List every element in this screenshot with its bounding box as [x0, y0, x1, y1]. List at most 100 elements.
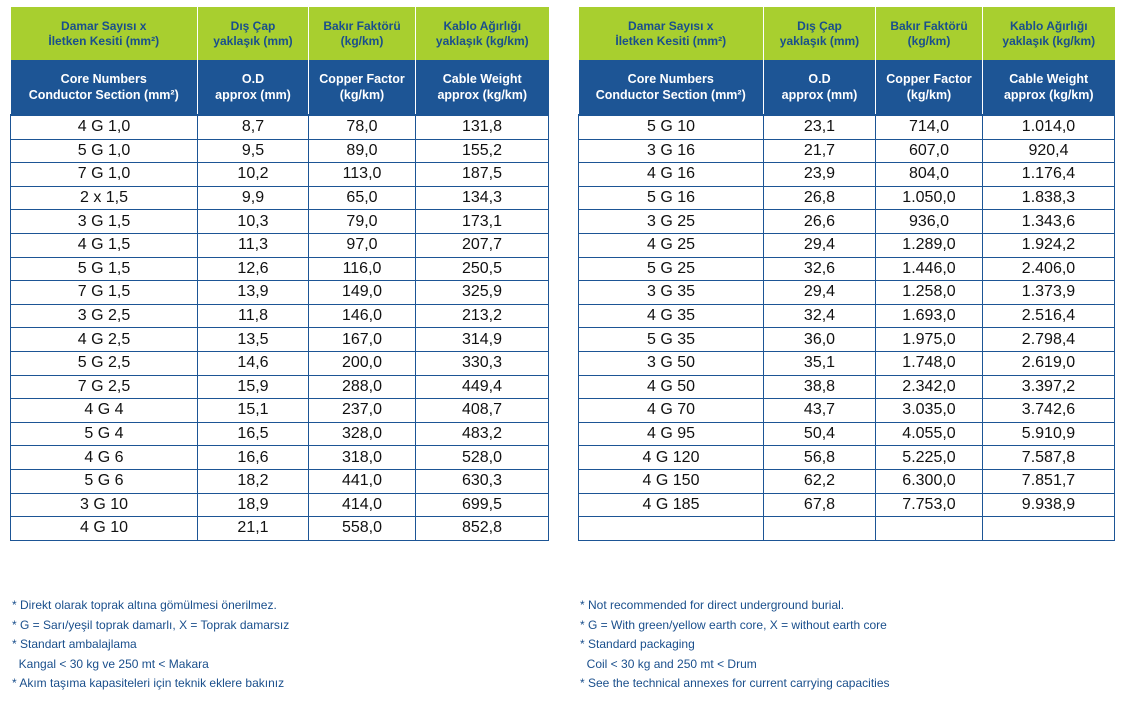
- cell-copper-factor: 318,0: [308, 445, 416, 470]
- cell-cable-weight: 2.798,4: [982, 327, 1115, 352]
- cell-cable-weight: 207,7: [415, 232, 549, 258]
- table-row: 4 G 50 38,8 2.342,0 3.397,2: [578, 374, 1115, 400]
- cell-cable-weight: 7.587,8: [982, 445, 1115, 470]
- cell-copper-factor: 78,0: [308, 113, 416, 140]
- header-cable-weight-en: Cable Weight approx (kg/km): [415, 60, 549, 115]
- footnotes-english: * Not recommended for direct underground…: [580, 596, 890, 694]
- header-copper-factor-en: Copper Factor (kg/km): [875, 60, 983, 115]
- cell-core-section: 5 G 2,5: [10, 350, 198, 376]
- cell-cable-weight: 699,5: [415, 492, 549, 518]
- table-row: 7 G 1,0 10,2 113,0 187,5: [10, 162, 549, 187]
- cell-outer-diameter: 21,7: [763, 138, 876, 164]
- cell-cable-weight: 131,8: [415, 113, 549, 140]
- cell-cable-weight: 3.397,2: [982, 374, 1115, 400]
- cell-outer-diameter: 10,2: [197, 162, 309, 187]
- table-row: 5 G 35 36,0 1.975,0 2.798,4: [578, 327, 1115, 352]
- table-body-left: 4 G 1,0 8,7 78,0 131,8 5 G 1,0 9,5 89,0 155,2 7 …: [10, 113, 549, 541]
- cell-copper-factor: 1.050,0: [875, 185, 983, 211]
- cell-outer-diameter: 9,9: [197, 185, 309, 211]
- table-row: 5 G 4 16,5 328,0 483,2: [10, 421, 549, 447]
- cell-outer-diameter: 36,0: [763, 327, 876, 352]
- cell-cable-weight: 2.516,4: [982, 303, 1115, 329]
- cell-copper-factor: 149,0: [308, 280, 416, 305]
- table-row: 4 G 70 43,7 3.035,0 3.742,6: [578, 398, 1115, 423]
- footnote-line: * Standart ambalajlama: [12, 637, 137, 651]
- cell-outer-diameter: 32,4: [763, 303, 876, 329]
- footnote-line: * Direkt olarak toprak altına gömülmesi …: [12, 598, 277, 612]
- cell-outer-diameter: 10,3: [197, 209, 309, 234]
- cell-copper-factor: 414,0: [308, 492, 416, 518]
- cell-copper-factor: 237,0: [308, 398, 416, 423]
- table-row: 4 G 25 29,4 1.289,0 1.924,2: [578, 232, 1115, 258]
- cell-core-section: 4 G 16: [578, 162, 764, 187]
- table-row: 2 x 1,5 9,9 65,0 134,3: [10, 185, 549, 211]
- cell-core-section: 4 G 50: [578, 374, 764, 400]
- header-core-numbers-tr: Damar Sayısı x İletken Kesiti (mm²): [578, 7, 764, 60]
- cell-copper-factor: 1.446,0: [875, 256, 983, 282]
- cell-outer-diameter: 8,7: [197, 113, 309, 140]
- cell-copper-factor: 4.055,0: [875, 421, 983, 447]
- cell-copper-factor: 1.289,0: [875, 232, 983, 258]
- cell-copper-factor: 607,0: [875, 138, 983, 164]
- cell-core-section: 2 x 1,5: [10, 185, 198, 211]
- cell-copper-factor: 1.693,0: [875, 303, 983, 329]
- cell-outer-diameter: 50,4: [763, 421, 876, 447]
- cell-core-section: 4 G 150: [578, 468, 764, 494]
- table-row: 7 G 1,5 13,9 149,0 325,9: [10, 280, 549, 305]
- table-row: 4 G 35 32,4 1.693,0 2.516,4: [578, 303, 1115, 329]
- header-cable-weight-tr: Kablo Ağırlığı yaklaşık (kg/km): [415, 7, 549, 60]
- cell-cable-weight: 7.851,7: [982, 468, 1115, 494]
- table-row: 4 G 6 16,6 318,0 528,0: [10, 445, 549, 470]
- table-row: 3 G 10 18,9 414,0 699,5: [10, 492, 549, 518]
- table-row: 5 G 1,5 12,6 116,0 250,5: [10, 256, 549, 282]
- header-core-numbers-en: Core Numbers Conductor Section (mm²): [578, 60, 764, 115]
- cell-cable-weight: 1.014,0: [982, 113, 1115, 140]
- cell-copper-factor: 116,0: [308, 256, 416, 282]
- cell-cable-weight: 134,3: [415, 185, 549, 211]
- footnote-line: Kangal < 30 kg ve 250 mt < Makara: [12, 656, 209, 671]
- table-row: 5 G 2,5 14,6 200,0 330,3: [10, 350, 549, 376]
- cell-outer-diameter: 67,8: [763, 492, 876, 518]
- cell-outer-diameter: 29,4: [763, 280, 876, 305]
- cell-core-section: 4 G 10: [10, 516, 198, 541]
- table-row: 4 G 2,5 13,5 167,0 314,9: [10, 327, 549, 352]
- cell-core-section: 5 G 25: [578, 256, 764, 282]
- header-row-turkish: Damar Sayısı x İletken Kesiti (mm²) Dış …: [10, 7, 549, 60]
- table-row: 5 G 1,0 9,5 89,0 155,2: [10, 138, 549, 164]
- cell-outer-diameter: 13,9: [197, 280, 309, 305]
- cell-core-section: 7 G 1,0: [10, 162, 198, 187]
- cell-cable-weight: 1.924,2: [982, 232, 1115, 258]
- header-cable-weight-en: Cable Weight approx (kg/km): [982, 60, 1115, 115]
- header-outer-diameter-tr: Dış Çap yaklaşık (mm): [763, 7, 876, 60]
- cell-cable-weight: 2.406,0: [982, 256, 1115, 282]
- cell-cable-weight: 528,0: [415, 445, 549, 470]
- cell-copper-factor: 200,0: [308, 350, 416, 376]
- cell-core-section: 4 G 1,0: [10, 113, 198, 140]
- cell-copper-factor: 5.225,0: [875, 445, 983, 470]
- table-row: 3 G 35 29,4 1.258,0 1.373,9: [578, 280, 1115, 305]
- table-row: 4 G 4 15,1 237,0 408,7: [10, 398, 549, 423]
- cell-core-section: 4 G 120: [578, 445, 764, 470]
- table-row: 5 G 25 32,6 1.446,0 2.406,0: [578, 256, 1115, 282]
- cell-outer-diameter: 15,1: [197, 398, 309, 423]
- cell-cable-weight: 449,4: [415, 374, 549, 400]
- header-core-numbers-tr: Damar Sayısı x İletken Kesiti (mm²): [10, 7, 198, 60]
- footnote-line: * Akım taşıma kapasiteleri için teknik e…: [12, 676, 285, 690]
- cell-copper-factor: 146,0: [308, 303, 416, 329]
- footnote-line: * Not recommended for direct underground…: [580, 598, 845, 612]
- cell-outer-diameter: 12,6: [197, 256, 309, 282]
- cell-core-section: 5 G 6: [10, 468, 198, 494]
- header-copper-factor-en: Copper Factor (kg/km): [308, 60, 416, 115]
- cell-outer-diameter: 38,8: [763, 374, 876, 400]
- cell-cable-weight: [982, 516, 1115, 541]
- cell-outer-diameter: 11,3: [197, 232, 309, 258]
- table-row: 4 G 185 67,8 7.753,0 9.938,9: [578, 492, 1115, 518]
- header-copper-factor-tr: Bakır Faktörü (kg/km): [875, 7, 983, 60]
- cell-cable-weight: 1.343,6: [982, 209, 1115, 234]
- cell-core-section: 7 G 2,5: [10, 374, 198, 400]
- cell-core-section: 3 G 35: [578, 280, 764, 305]
- cell-copper-factor: 714,0: [875, 113, 983, 140]
- cell-cable-weight: 5.910,9: [982, 421, 1115, 447]
- header-outer-diameter-tr: Dış Çap yaklaşık (mm): [197, 7, 309, 60]
- cell-core-section: 5 G 35: [578, 327, 764, 352]
